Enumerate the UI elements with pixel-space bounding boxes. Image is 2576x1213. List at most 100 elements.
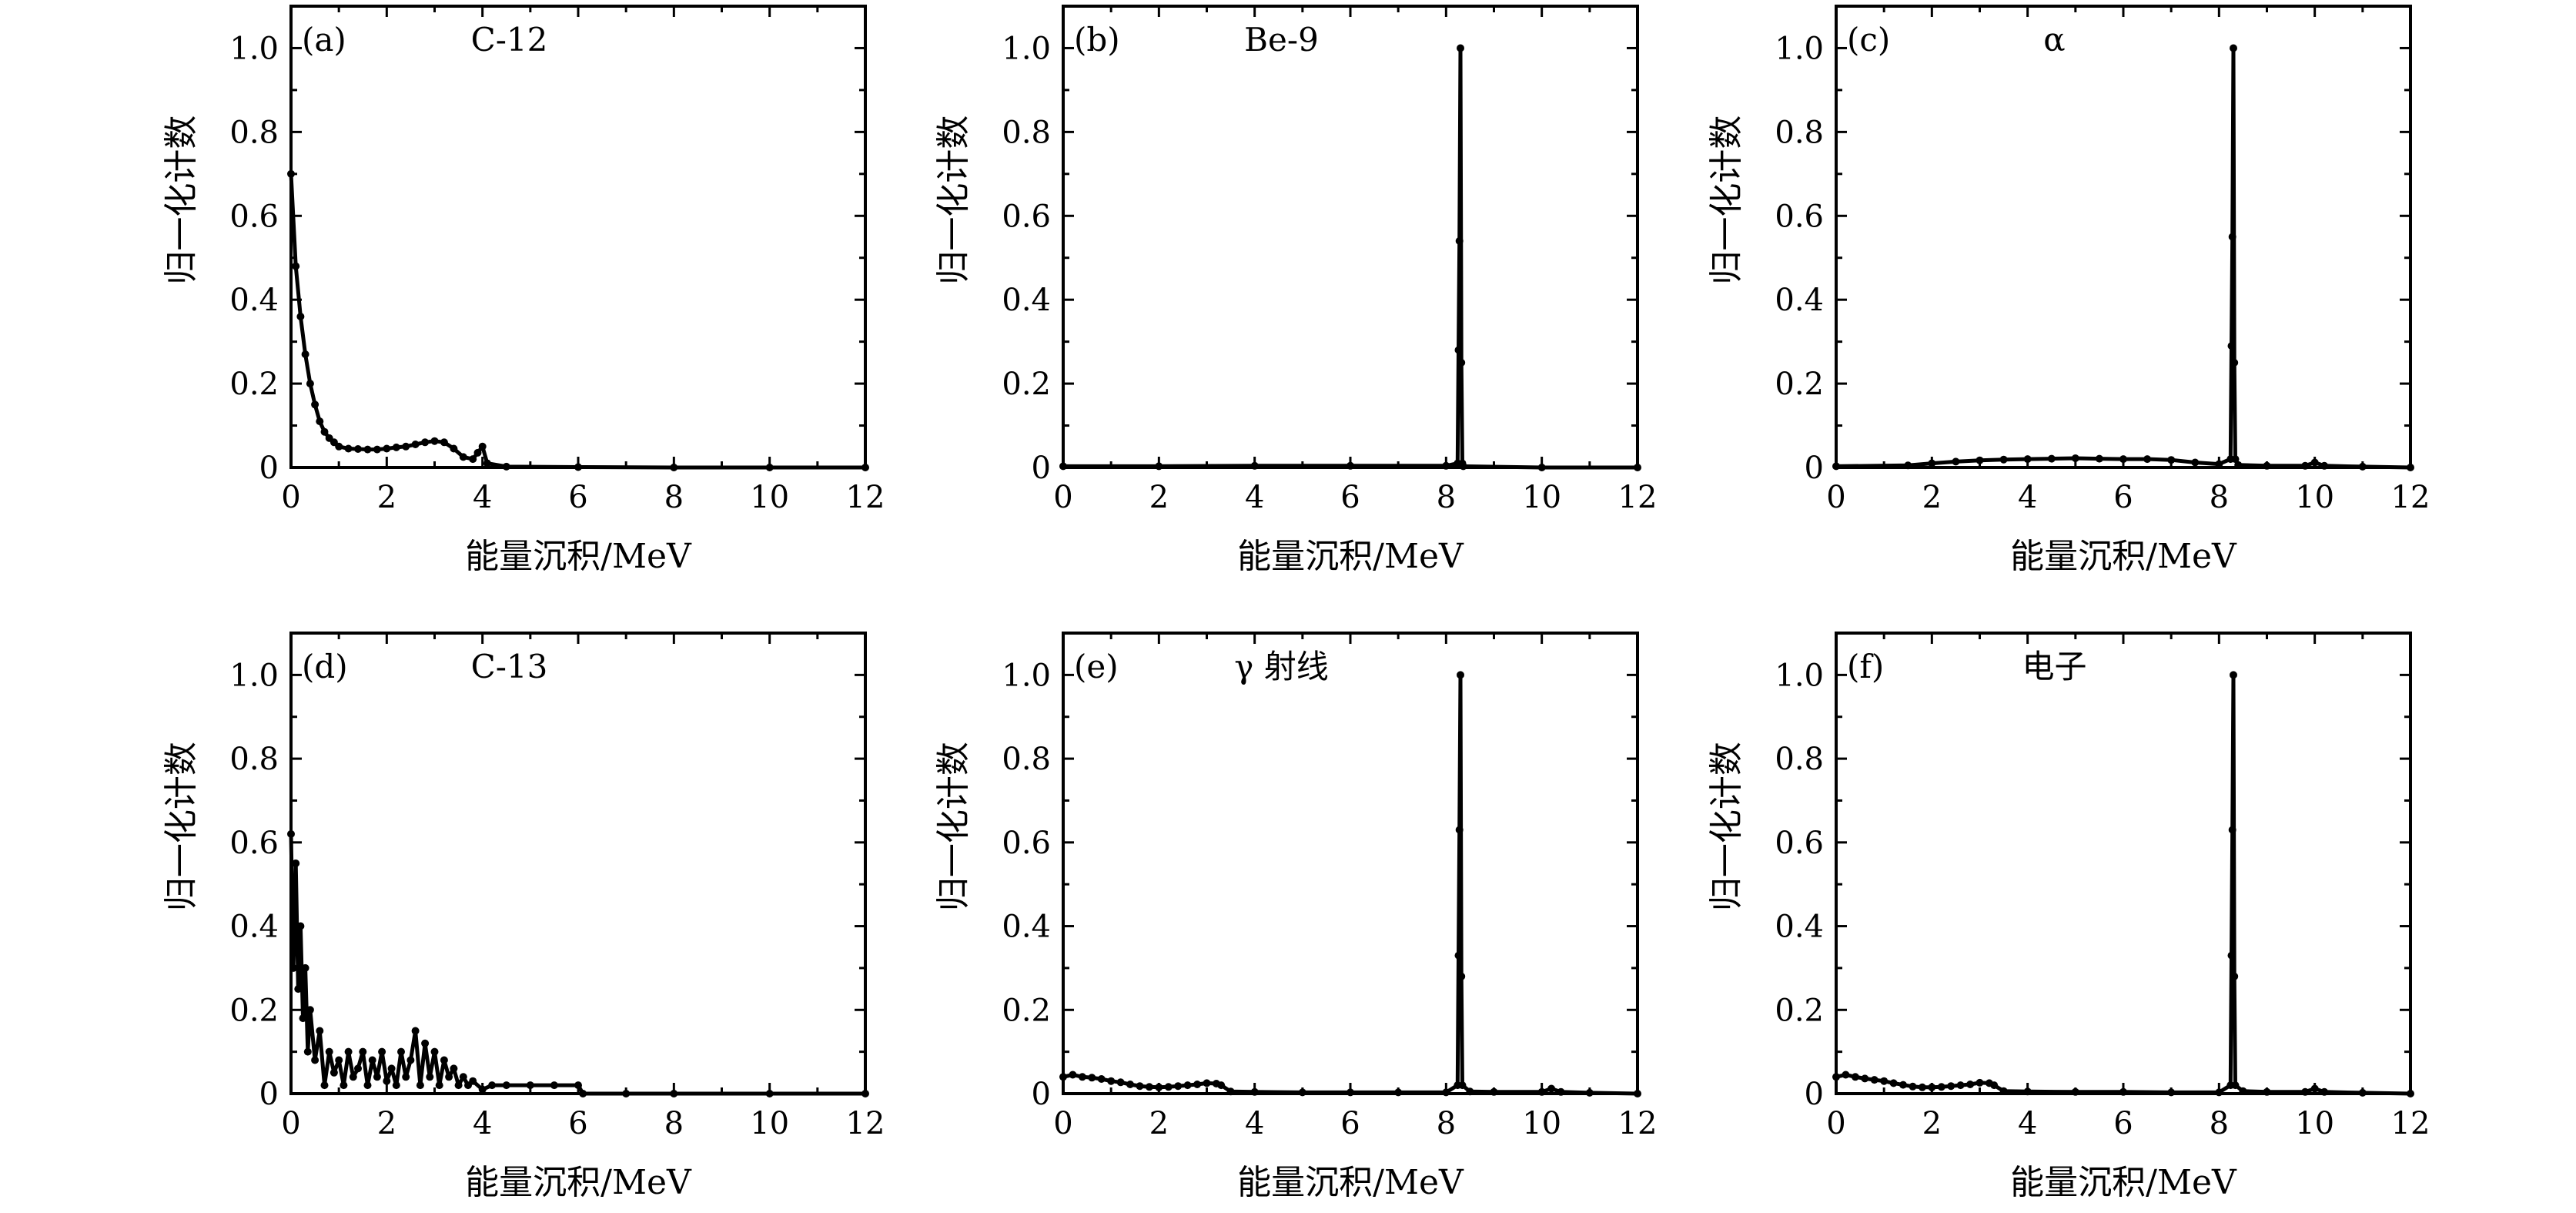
data-point (2230, 358, 2239, 367)
plot-frame (1062, 632, 1639, 1095)
x-axis-title: 能量沉积/MeV (1237, 1163, 1464, 1202)
y-tick-label: 1.0 (229, 658, 279, 693)
x-tick-label: 8 (1437, 1106, 1456, 1141)
x-axis-title: 能量沉积/MeV (1237, 537, 1464, 576)
y-axis-title: 归一化计数 (934, 116, 973, 285)
data-point (320, 427, 329, 436)
data-point (2230, 44, 2237, 52)
x-tick-label: 0 (1826, 480, 1845, 515)
y-tick-label: 0.8 (1002, 115, 1051, 150)
x-tick-label: 6 (568, 480, 587, 515)
data-point (359, 1047, 367, 1056)
data-point (526, 1081, 534, 1090)
data-point (1842, 1071, 1850, 1079)
y-axis-title: 归一化计数 (162, 116, 201, 285)
data-point (2227, 951, 2236, 960)
data-point (299, 1014, 307, 1023)
data-point (296, 313, 305, 320)
panel-e: 0 2 4 6 8 10 12 0 0.2 0.4 0.6 0.8 1.0 (e) γ 射线能量沉积/MeV… (934, 632, 1657, 1202)
data-point (303, 1047, 312, 1056)
data-point (416, 1081, 424, 1090)
x-tick-label: 4 (1245, 480, 1264, 515)
data-point (2167, 456, 2176, 464)
panel-label: (a) (302, 21, 346, 59)
y-tick-label: 0 (1805, 1077, 1824, 1112)
y-tick-label: 0 (1032, 451, 1051, 486)
panel-b: 0 2 4 6 8 10 12 0 0.2 0.4 0.6 0.8 1.0 (b) Be-9 能量沉积/MeV… (934, 5, 1658, 576)
data-point (454, 1081, 463, 1090)
x-tick-label: 8 (664, 1106, 684, 1141)
panel-d: 0 2 4 6 8 10 12 0 0.2 0.4 0.6 0.8 1.0 (d) C-13 能量沉积/MeV… (162, 632, 885, 1202)
data-point (1193, 1081, 1202, 1088)
y-tick-label: 0.6 (229, 826, 279, 861)
x-tick-label: 12 (2391, 480, 2430, 515)
x-tick-label: 6 (568, 1106, 587, 1141)
x-tick-label: 0 (1826, 1106, 1845, 1141)
panel-label: (d) (302, 648, 348, 685)
data-point (1909, 1082, 1917, 1091)
data-point (1899, 1081, 1907, 1089)
panel-title: 电子 (2022, 648, 2086, 685)
data-point (2047, 454, 2056, 463)
panel-title: C-12 (471, 21, 548, 59)
x-tick-label: 10 (2295, 480, 2334, 515)
data-point (311, 1056, 319, 1064)
y-tick-label: 0.4 (229, 283, 279, 318)
data-point (1078, 1073, 1086, 1081)
data-point (421, 438, 430, 447)
data-point (320, 1081, 329, 1090)
data-point (1937, 1083, 1945, 1091)
data-point (473, 448, 482, 457)
data-point (294, 985, 303, 994)
x-tick-label: 12 (1618, 480, 1658, 515)
y-tick-label: 0.4 (1002, 910, 1051, 945)
data-point (1947, 1082, 1955, 1091)
y-tick-label: 0.8 (229, 742, 279, 777)
data-point (325, 1047, 333, 1056)
x-tick-label: 10 (750, 1106, 789, 1141)
panel-title: α (2043, 21, 2065, 59)
x-tick-label: 8 (2210, 1106, 2229, 1141)
data-point (430, 1047, 439, 1056)
data-point (450, 1064, 458, 1073)
y-tick-label: 0.6 (229, 199, 279, 234)
data-point (1851, 1073, 1859, 1081)
data-point (387, 1064, 396, 1073)
data-point (459, 453, 467, 461)
data-point (1455, 236, 1464, 245)
y-tick-label: 0.6 (1775, 199, 1824, 234)
data-point (469, 455, 477, 464)
data-point (2143, 455, 2152, 464)
x-tick-label: 4 (1245, 1106, 1264, 1141)
x-axis-title: 能量沉积/MeV (2010, 537, 2237, 576)
x-tick-label: 10 (750, 480, 789, 515)
data-point (2228, 826, 2236, 834)
x-tick-label: 8 (1437, 480, 1456, 515)
data-point (354, 445, 362, 453)
x-tick-label: 2 (377, 480, 396, 515)
data-point (311, 400, 319, 409)
data-point (1861, 1074, 1869, 1083)
data-point (1164, 1083, 1173, 1091)
data-point (2095, 454, 2103, 463)
data-point (2228, 233, 2236, 241)
data-point (1183, 1081, 1192, 1090)
data-point (316, 1027, 324, 1035)
data-point (383, 444, 391, 453)
x-tick-label: 2 (1922, 480, 1942, 515)
data-point (373, 445, 381, 454)
data-point (292, 859, 300, 867)
y-tick-label: 0.2 (229, 367, 279, 402)
x-tick-label: 0 (1053, 1106, 1072, 1141)
y-tick-label: 0.6 (1002, 826, 1051, 861)
data-point (1870, 1076, 1878, 1084)
y-tick-label: 0.2 (1775, 993, 1824, 1028)
data-point (316, 417, 324, 426)
data-point (1455, 826, 1464, 834)
data-point (1457, 358, 1466, 367)
data-point (306, 380, 314, 388)
data-point (335, 1056, 343, 1064)
data-point (488, 1081, 497, 1090)
series-line (289, 833, 865, 1096)
